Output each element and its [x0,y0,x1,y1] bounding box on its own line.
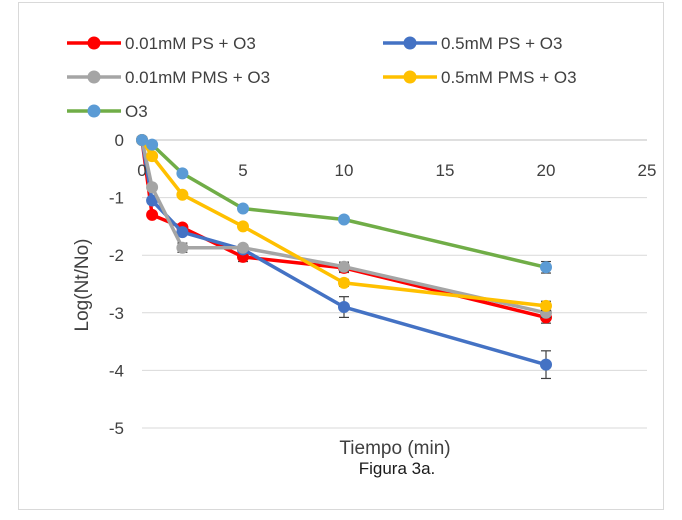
legend-label: O3 [125,102,148,121]
data-point [176,188,189,201]
data-point [176,167,189,180]
legend-item-0: 0.01mM PS + O3 [67,34,256,53]
data-point [146,150,159,163]
figure-caption: Figura 3a. [359,459,436,478]
legend-item-2: 0.01mM PMS + O3 [67,68,270,87]
data-point [146,181,159,194]
x-tick-label: 20 [537,161,556,180]
data-point [338,213,350,226]
data-point [146,138,159,151]
legend-item-4: O3 [67,102,148,121]
y-tick-label: 0 [115,131,124,150]
legend-marker [403,36,417,50]
data-point [146,208,159,221]
legend-label: 0.5mM PMS + O3 [441,68,577,87]
data-point [540,299,552,312]
data-point [237,241,249,254]
y-tick-label: -2 [109,246,124,265]
x-tick-label: 10 [335,161,354,180]
data-point [237,202,249,215]
series-layer [136,134,552,380]
data-point [540,358,552,371]
series-3 [136,134,552,312]
data-point [176,226,189,239]
legend-marker [403,70,417,84]
data-point [338,260,350,273]
legend-label: 0.01mM PS + O3 [125,34,256,53]
legend-marker [87,104,101,118]
legend: 0.01mM PS + O3 0.5mM PS + O3 0.01mM PMS + … [67,34,577,121]
data-point [136,134,148,146]
data-point [338,301,350,314]
legend-item-3: 0.5mM PMS + O3 [383,68,577,87]
tick-labels: 0 -1 -2 -3 -4 -5 0 5 10 15 20 25 [109,131,657,438]
x-tick-label: 0 [137,161,146,180]
chart-area [18,2,664,510]
y-tick-label: -3 [109,304,124,323]
data-point [146,194,159,207]
legend-item-1: 0.5mM PS + O3 [383,34,562,53]
legend-label: 0.01mM PMS + O3 [125,68,270,87]
data-point [540,261,552,274]
y-axis-title: Log(Nt/No) [72,239,93,332]
legend-marker [87,70,101,84]
series-4 [136,134,552,274]
x-tick-label: 25 [638,161,657,180]
y-tick-label: -5 [109,419,124,438]
y-tick-label: -1 [109,189,124,208]
y-tick-label: -4 [109,361,124,380]
data-point [176,241,189,254]
legend-label: 0.5mM PS + O3 [441,34,562,53]
data-point [237,220,249,233]
legend-marker [87,36,101,50]
x-tick-label: 5 [238,161,247,180]
data-point [338,276,350,289]
series-line [140,139,547,315]
x-axis-title: Tiempo (min) [339,438,450,459]
x-tick-label: 15 [436,161,455,180]
